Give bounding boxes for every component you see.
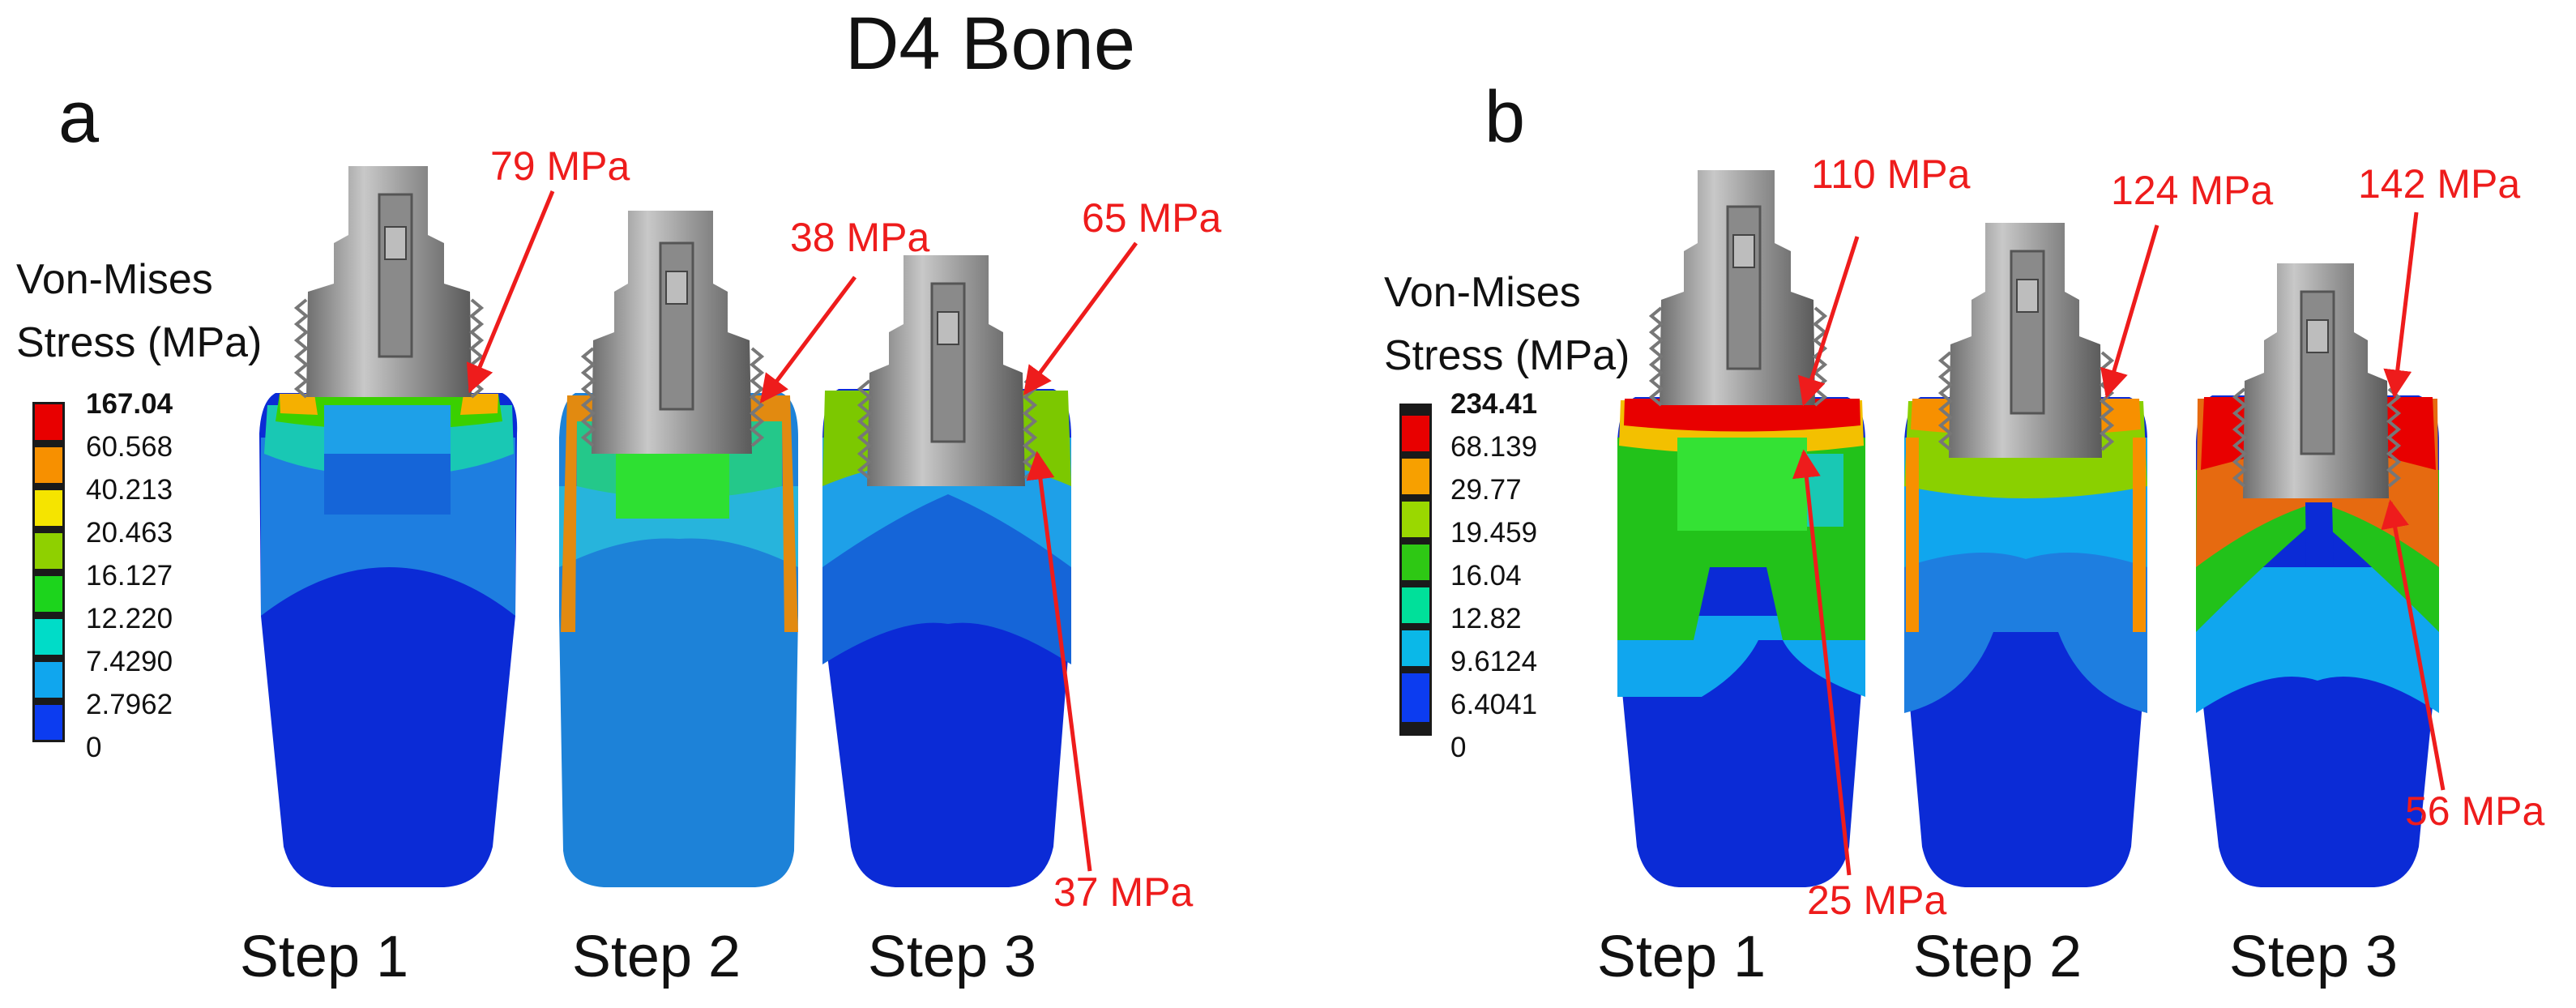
model-a-step2 <box>559 211 798 887</box>
legend-a-value: 0 <box>86 732 101 763</box>
legend-b-title-line2: Stress (MPa) <box>1384 332 1630 379</box>
legend-a-value: 20.463 <box>86 517 173 549</box>
legend-a-title-line1: Von-Mises <box>16 256 213 303</box>
legend-b-value: 16.04 <box>1450 560 1522 592</box>
annotation-label: 124 MPa <box>2111 168 2273 213</box>
annotation-label: 79 MPa <box>490 143 630 189</box>
legend-b-value: 234.41 <box>1450 388 1537 420</box>
legend-a-value: 40.213 <box>86 474 173 506</box>
annotation-arrow <box>2381 499 2446 791</box>
legend-a-colorbar <box>32 402 65 742</box>
legend-b: Von-Mises Stress (MPa) 234.41 68.139 29.… <box>1384 269 1630 763</box>
implant <box>1648 170 1828 407</box>
legend-a-value: 60.568 <box>86 431 173 463</box>
implant <box>2232 263 2402 498</box>
panel-a: Von-Mises Stress (MPa) 167.04 60.568 40.… <box>16 143 1222 989</box>
annotation-label: 110 MPa <box>1811 152 1971 197</box>
legend-a: Von-Mises Stress (MPa) 167.04 60.568 40.… <box>16 256 262 763</box>
legend-b-value: 0 <box>1450 732 1466 763</box>
legend-b-colorbar <box>1399 404 1432 736</box>
legend-b-swatch <box>1402 545 1429 580</box>
annotation-arrow <box>759 275 857 404</box>
panel-label-a: a <box>58 77 100 158</box>
legend-b-swatch <box>1402 673 1429 722</box>
legend-a-swatch <box>35 662 62 698</box>
legend-a-value: 16.127 <box>86 560 173 592</box>
legend-b-value: 19.459 <box>1450 517 1537 549</box>
model-a-step1 <box>259 166 518 887</box>
legend-a-value: 167.04 <box>86 388 173 420</box>
annotation-label: 65 MPa <box>1082 195 1222 241</box>
figure-title: D4 Bone <box>845 2 1135 85</box>
step-label: Step 1 <box>240 925 408 989</box>
step-label: Step 3 <box>868 925 1036 989</box>
model-a-step3 <box>822 255 1071 887</box>
legend-a-value: 2.7962 <box>86 689 173 720</box>
legend-b-value: 9.6124 <box>1450 646 1537 677</box>
legend-b-swatch <box>1402 587 1429 623</box>
annotation-arrow <box>1792 449 1852 876</box>
annotation-label: 56 MPa <box>2405 788 2545 834</box>
annotation-label: 38 MPa <box>790 215 930 260</box>
legend-a-value: 7.4290 <box>86 646 173 677</box>
annotation-label: 37 MPa <box>1053 869 1194 915</box>
annotation-label: 25 MPa <box>1807 878 1947 923</box>
implant <box>293 166 485 399</box>
annotation-arrow <box>1026 451 1092 872</box>
implant <box>1937 223 2115 458</box>
legend-a-swatch <box>35 533 62 569</box>
legend-a-swatch <box>35 619 62 655</box>
legend-a-swatch <box>35 447 62 483</box>
legend-b-swatch <box>1402 459 1429 494</box>
legend-a-swatch <box>35 490 62 526</box>
panel-b: Von-Mises Stress (MPa) 234.41 68.139 29.… <box>1384 152 2545 989</box>
legend-b-swatch <box>1402 416 1429 451</box>
legend-b-swatch <box>1402 502 1429 537</box>
legend-a-title-line2: Stress (MPa) <box>16 319 262 366</box>
panel-label-b: b <box>1485 77 1525 158</box>
step-label: Step 2 <box>1913 925 2082 989</box>
model-b-step2 <box>1904 223 2147 887</box>
annotation-arrow <box>1023 241 1138 395</box>
step-label: Step 3 <box>2229 925 2398 989</box>
annotation-arrow <box>1797 236 1860 407</box>
annotation-label: 142 MPa <box>2358 161 2520 207</box>
annotations-b: 110 MPa 124 MPa 142 MPa 25 MPa 56 MPa <box>1792 152 2545 923</box>
legend-b-value: 6.4041 <box>1450 689 1537 720</box>
legend-a-value: 12.220 <box>86 603 173 634</box>
implant <box>580 211 765 454</box>
model-b-step1 <box>1617 170 1865 887</box>
annotation-arrow <box>2100 224 2159 399</box>
legend-a-swatch <box>35 705 62 740</box>
implant <box>857 255 1038 486</box>
legend-a-swatch <box>35 404 62 440</box>
legend-b-swatch <box>1402 630 1429 666</box>
annotation-arrow <box>466 190 555 394</box>
step-label: Step 1 <box>1597 925 1766 989</box>
legend-b-title-line1: Von-Mises <box>1384 269 1581 316</box>
step-label: Step 2 <box>572 925 741 989</box>
legend-a-swatch <box>35 576 62 612</box>
legend-b-value: 12.82 <box>1450 603 1522 634</box>
model-b-step3 <box>2196 263 2439 887</box>
annotation-arrow <box>2383 211 2419 399</box>
annotations-a: 79 MPa 38 MPa 65 MPa 37 MPa <box>466 143 1222 915</box>
legend-b-value: 29.77 <box>1450 474 1522 506</box>
legend-b-value: 68.139 <box>1450 431 1537 463</box>
